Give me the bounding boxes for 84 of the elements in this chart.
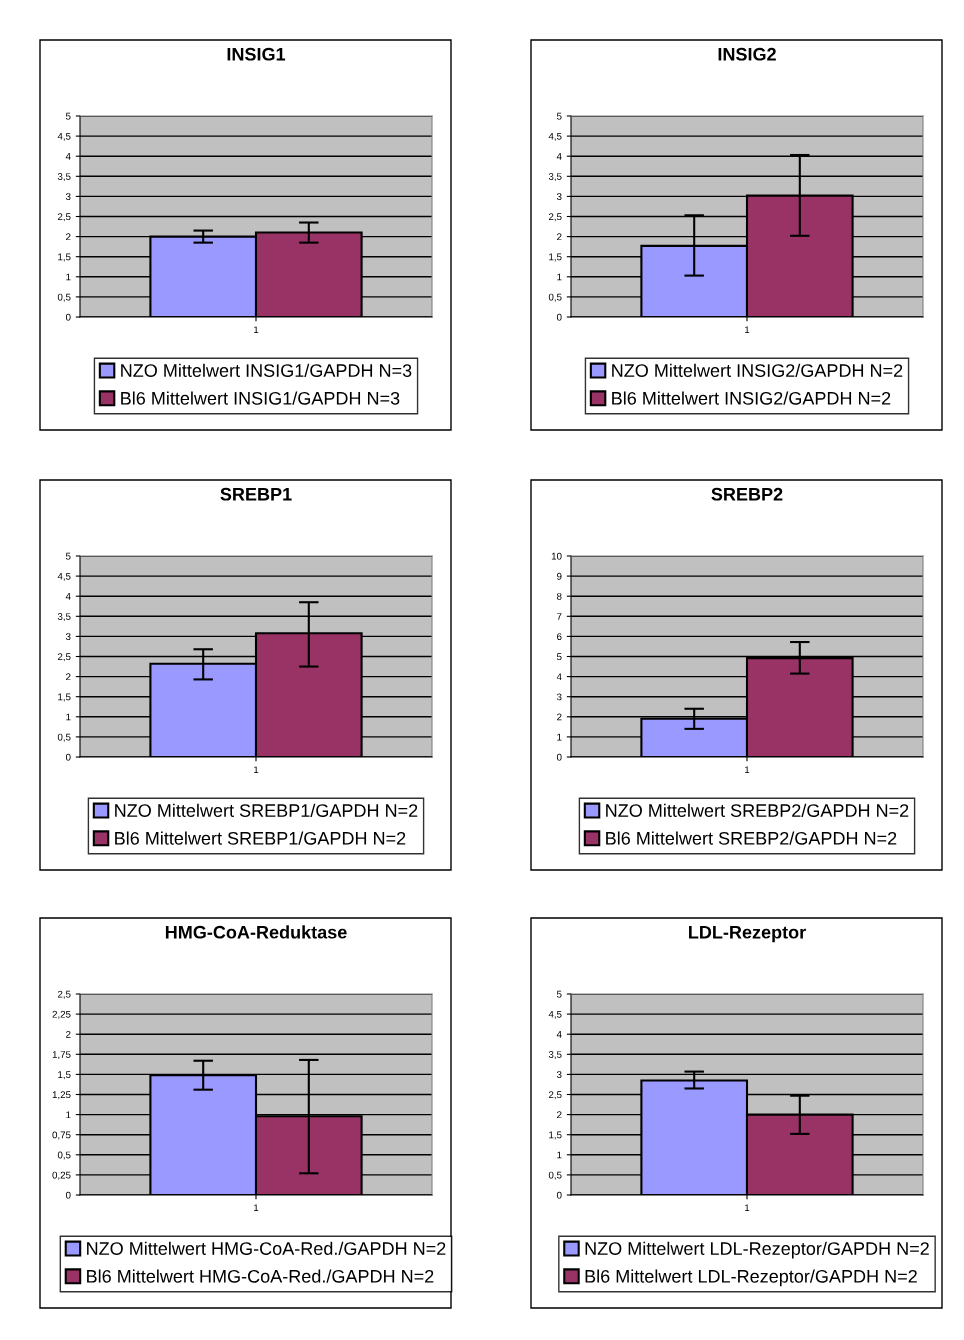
y-tick-label: 0 — [556, 1191, 562, 1199]
y-tick-label: 3,5 — [548, 1051, 562, 1060]
y-tick-label: 2 — [66, 1030, 71, 1038]
legend-label: Bl6 Mittelwert SREBP2/GAPDH N=2 — [606, 831, 897, 845]
y-tick-label: 1,5 — [549, 253, 562, 262]
y-tick-label: 2 — [66, 673, 71, 681]
y-tick-label: 2,5 — [57, 213, 71, 222]
y-tick-label: 4 — [65, 593, 71, 600]
y-tick-label: 5 — [556, 990, 562, 998]
y-tick-label: 0 — [65, 1191, 71, 1199]
chart-title: INSIG2 — [718, 47, 776, 61]
y-tick-label: 3 — [556, 1071, 562, 1079]
legend-label: NZO Mittelwert HMG-CoA-Red./GAPDH N=2 — [87, 1241, 446, 1255]
legend-label: NZO Mittelwert LDL-Rezeptor/GAPDH N=2 — [585, 1241, 929, 1259]
y-tick-label: 4,5 — [548, 132, 562, 141]
y-tick-label: 0,25 — [52, 1171, 71, 1180]
chart-title: HMG-CoA-Reduktase — [165, 925, 347, 939]
legend-label: NZO Mittelwert INSIG1/GAPDH N=3 — [121, 363, 412, 377]
y-tick-label: 3 — [556, 693, 562, 701]
y-tick-label: 2 — [557, 233, 562, 241]
y-tick-label: 2 — [557, 713, 562, 721]
chart-title: SREBP2 — [711, 487, 783, 501]
y-tick-label: 2,5 — [57, 990, 71, 999]
y-tick-label: 1 — [557, 1151, 562, 1159]
y-tick-label: 4 — [556, 673, 562, 681]
y-tick-label: 4 — [556, 153, 562, 160]
y-tick-label: 4 — [65, 153, 71, 160]
legend-label: Bl6 Mittelwert LDL-Rezeptor/GAPDH N=2 — [585, 1269, 917, 1287]
y-tick-label: 1,5 — [58, 1071, 71, 1080]
legend-label: NZO Mittelwert INSIG2/GAPDH N=2 — [612, 363, 903, 377]
y-tick-label: 0 — [556, 753, 562, 761]
y-tick-label: 2,5 — [57, 653, 71, 662]
y-tick-label: 5 — [556, 112, 562, 120]
y-tick-label: 0,5 — [57, 293, 71, 302]
y-tick-label: 10 — [551, 552, 562, 560]
y-tick-label: 8 — [556, 592, 562, 600]
y-tick-label: 3 — [556, 193, 562, 201]
y-tick-label: 2 — [66, 233, 71, 241]
y-tick-label: 2,25 — [52, 1010, 71, 1019]
y-tick-label: 1,25 — [52, 1091, 71, 1100]
chart-title: SREBP1 — [220, 487, 292, 501]
y-tick-label: 2,5 — [548, 1091, 562, 1100]
y-tick-label: 1,5 — [58, 253, 71, 262]
y-tick-label: 4,5 — [57, 572, 71, 581]
y-tick-label: 9 — [557, 572, 562, 580]
legend-label: Bl6 Mittelwert INSIG1/GAPDH N=3 — [121, 391, 400, 405]
legend-label: NZO Mittelwert SREBP1/GAPDH N=2 — [115, 803, 418, 817]
y-tick-label: 5 — [556, 653, 562, 661]
y-tick-label: 1,5 — [58, 693, 71, 702]
y-tick-label: 4,5 — [57, 132, 71, 141]
y-tick-label: 0 — [556, 313, 562, 321]
y-tick-label: 0,5 — [57, 733, 71, 742]
y-tick-label: 1 — [557, 273, 562, 281]
legend-label: Bl6 Mittelwert HMG-CoA-Red./GAPDH N=2 — [87, 1269, 434, 1283]
y-tick-label: 1 — [66, 1111, 71, 1119]
chart-title: INSIG1 — [227, 47, 286, 61]
y-tick-label: 0,75 — [52, 1131, 71, 1140]
y-tick-label: 3,5 — [57, 173, 71, 182]
y-tick-label: 3,5 — [548, 173, 562, 182]
y-tick-label: 7 — [557, 613, 562, 620]
y-tick-label: 4,5 — [548, 1010, 562, 1019]
y-tick-label: 1,5 — [549, 1131, 562, 1140]
y-tick-label: 4 — [556, 1031, 562, 1038]
y-tick-label: 1 — [66, 713, 71, 721]
y-tick-label: 1 — [557, 733, 562, 741]
y-tick-label: 3 — [65, 193, 71, 201]
y-tick-label: 0,5 — [548, 293, 562, 302]
legend-label: Bl6 Mittelwert SREBP1/GAPDH N=2 — [115, 831, 406, 845]
y-tick-label: 3,5 — [57, 613, 71, 622]
y-tick-label: 5 — [65, 112, 71, 120]
y-tick-label: 1,75 — [52, 1051, 71, 1060]
legend-label: Bl6 Mittelwert INSIG2/GAPDH N=2 — [612, 391, 891, 405]
chart-title: LDL-Rezeptor — [689, 926, 806, 943]
y-tick-label: 0,5 — [57, 1151, 71, 1160]
y-tick-label: 1 — [66, 273, 71, 281]
y-tick-label: 2 — [557, 1111, 562, 1119]
y-tick-label: 2,5 — [548, 213, 562, 222]
y-tick-label: 5 — [65, 552, 71, 560]
y-tick-label: 0 — [65, 753, 71, 761]
y-tick-label: 0,5 — [548, 1171, 562, 1180]
y-tick-label: 3 — [65, 633, 71, 641]
legend-label: NZO Mittelwert SREBP2/GAPDH N=2 — [606, 803, 909, 817]
y-tick-label: 0 — [65, 313, 71, 321]
y-tick-label: 6 — [557, 633, 562, 641]
